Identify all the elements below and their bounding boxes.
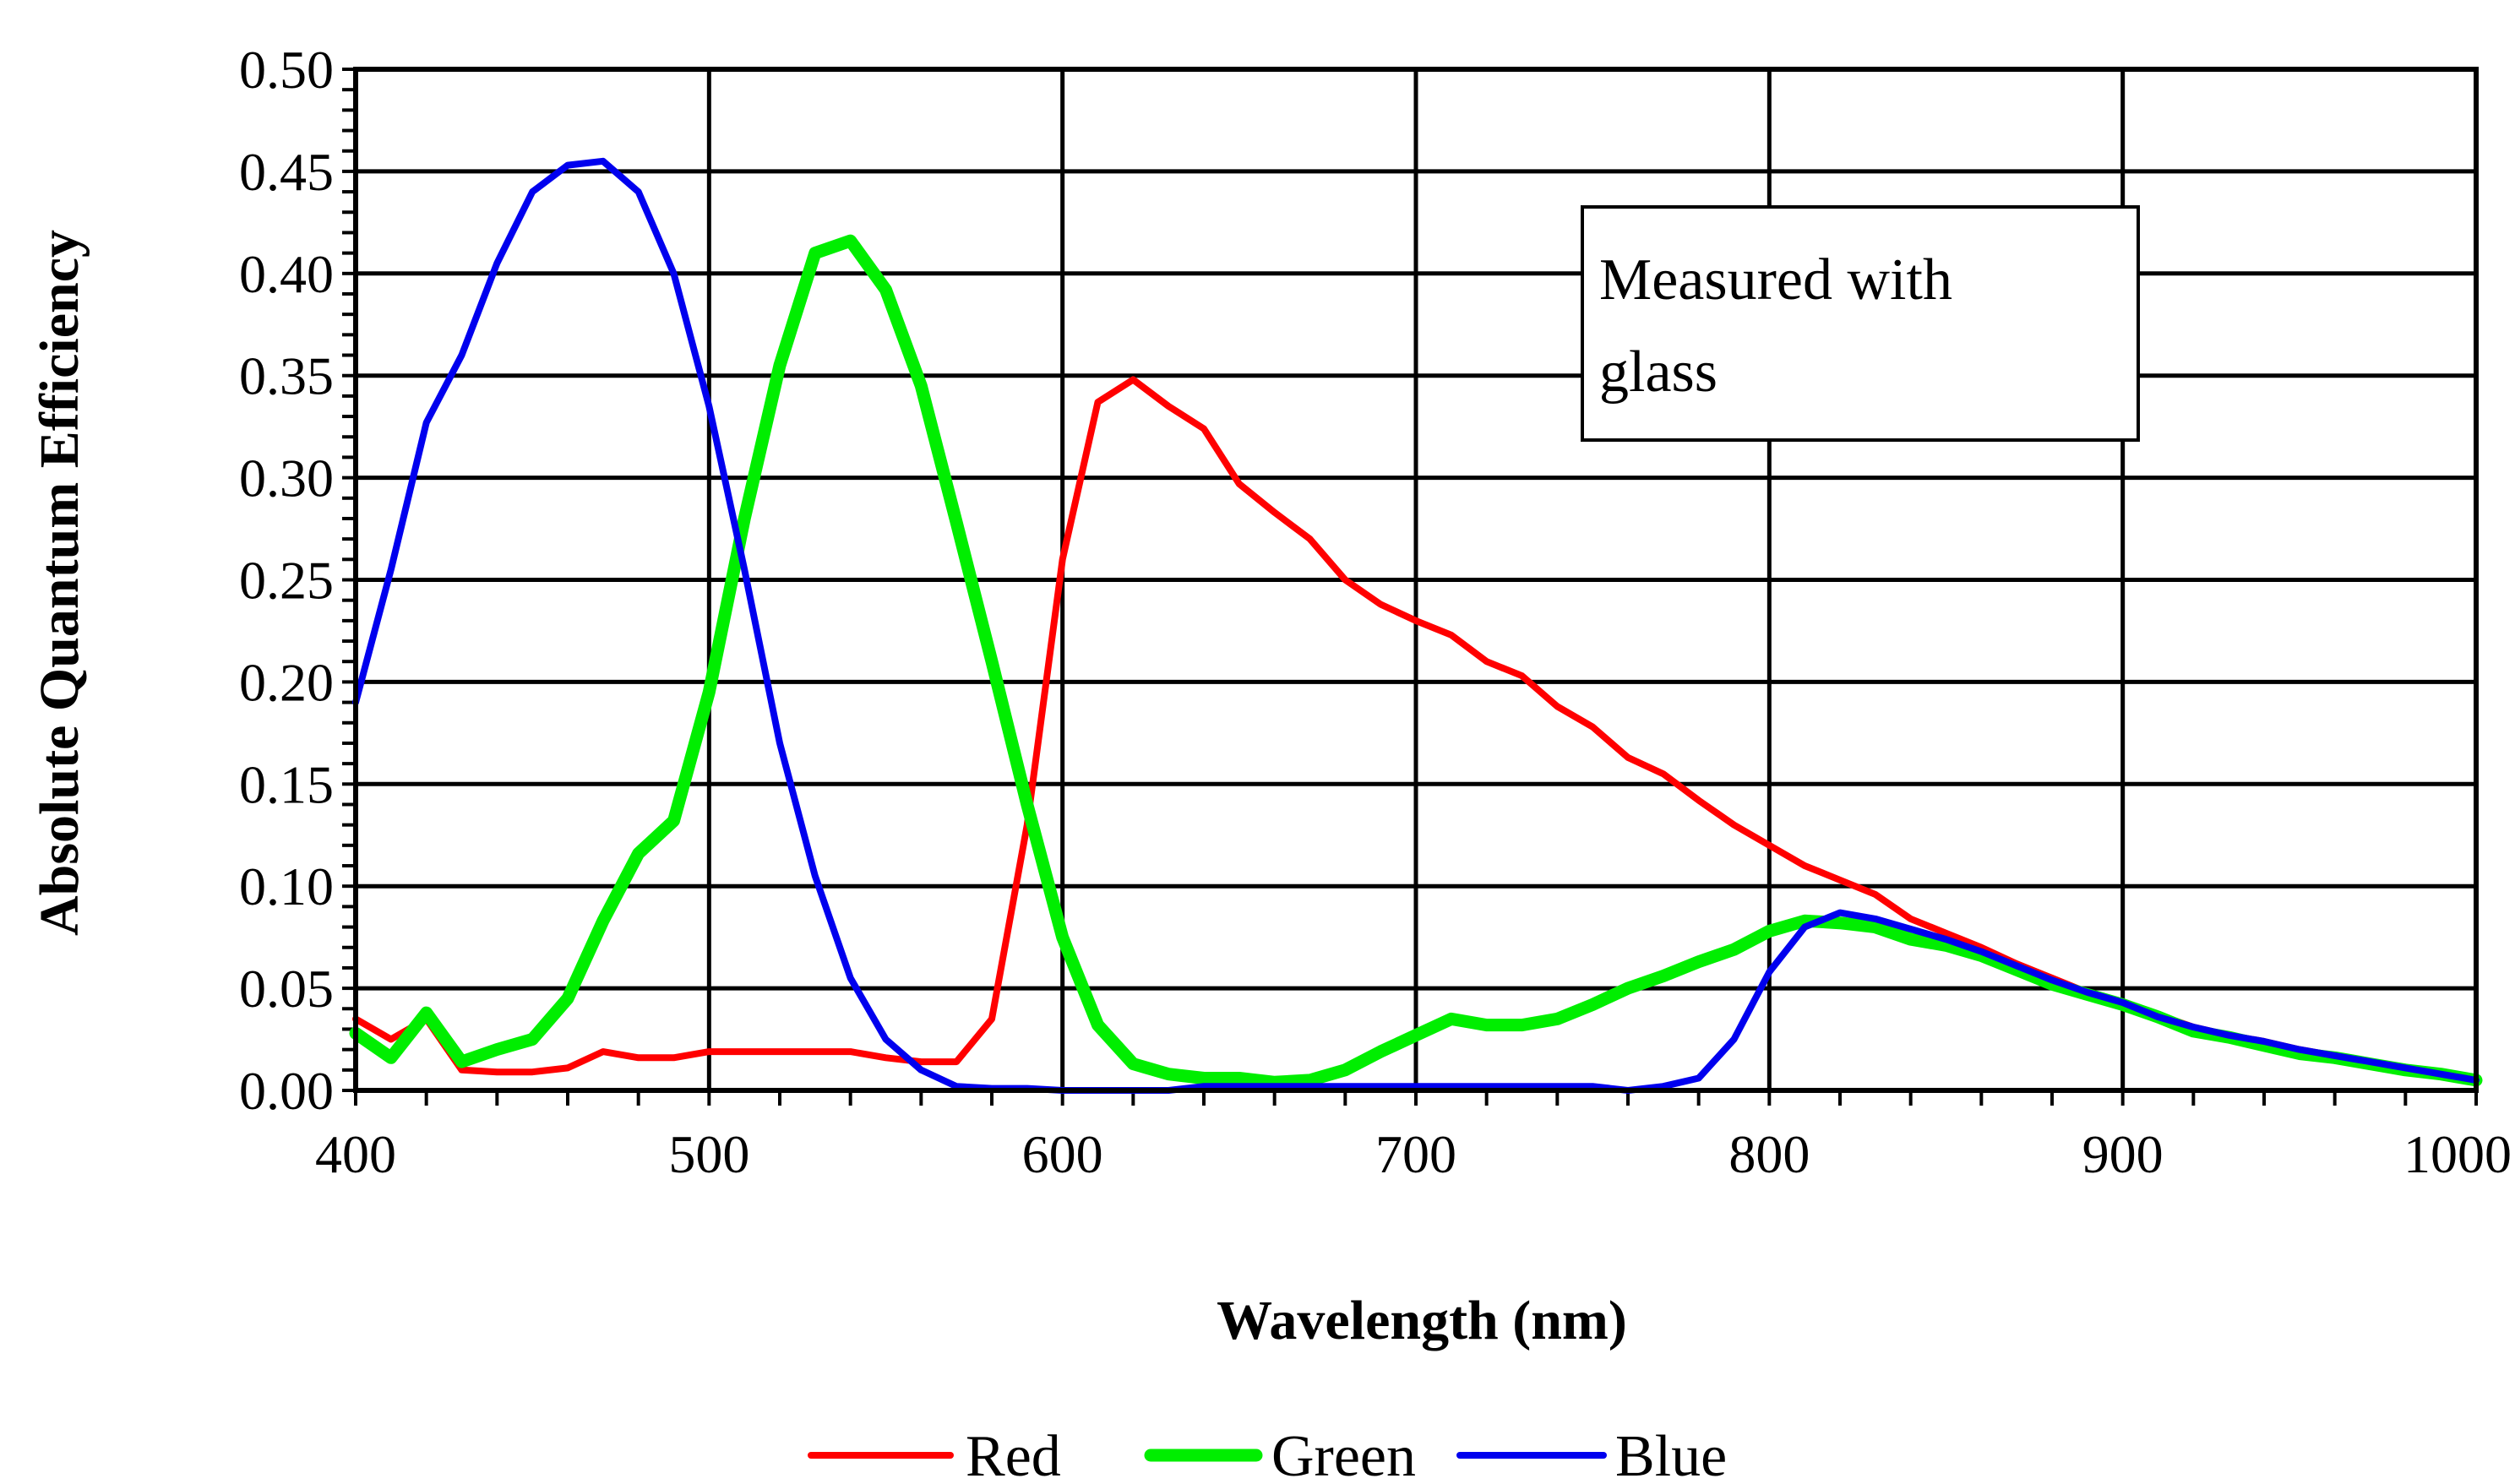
x-tick-label: 800 [1728,1124,1810,1184]
annotation-box: Measured with glass [1581,205,2140,442]
plot-border [353,67,2479,1093]
x-tick-label: 600 [1022,1124,1103,1184]
minor-ticks [342,68,2478,1106]
y-tick-label: 0.45 [239,142,334,202]
y-axis-title: Absolute Quantum Efficiency [29,230,90,936]
y-tick-label: 0.50 [239,40,334,100]
legend-label-blue: Blue [1615,1424,1727,1484]
y-tick-label: 0.10 [239,856,334,916]
y-tick-label: 0.25 [239,551,334,611]
series-lines [349,157,2483,1094]
x-tick-label: 400 [315,1124,396,1184]
y-tick-labels: 0.00 0.05 0.10 0.15 0.20 0.25 0.30 0.35 0.40 0.45… [239,40,334,1121]
x-axis-title: Wavelength (nm) [1217,1290,1627,1351]
legend: Red Green Blue [808,1424,1727,1484]
x-tick-label: 900 [2082,1124,2164,1184]
legend-label-green: Green [1271,1424,1416,1484]
x-tick-label: 500 [668,1124,749,1184]
y-tick-label: 0.30 [239,448,334,508]
y-tick-label: 0.00 [239,1061,334,1121]
annotation-line-2: glass [1599,340,1717,405]
annotation-line-1: Measured with [1599,247,1952,313]
legend-label-red: Red [966,1424,1061,1484]
grid-lines [353,67,2479,1093]
x-tick-label: 1000 [2403,1124,2512,1184]
y-tick-label: 0.05 [239,959,334,1019]
plot-frame [353,67,2479,1093]
x-tick-labels: 400 500 600 700 800 900 1000 [315,1124,2512,1184]
y-tick-label: 0.40 [239,244,334,304]
series-line-blue [352,157,2480,1094]
x-tick-label: 700 [1375,1124,1456,1184]
y-tick-label: 0.15 [239,754,334,814]
y-tick-label: 0.20 [239,652,334,712]
y-tick-label: 0.35 [239,346,334,406]
